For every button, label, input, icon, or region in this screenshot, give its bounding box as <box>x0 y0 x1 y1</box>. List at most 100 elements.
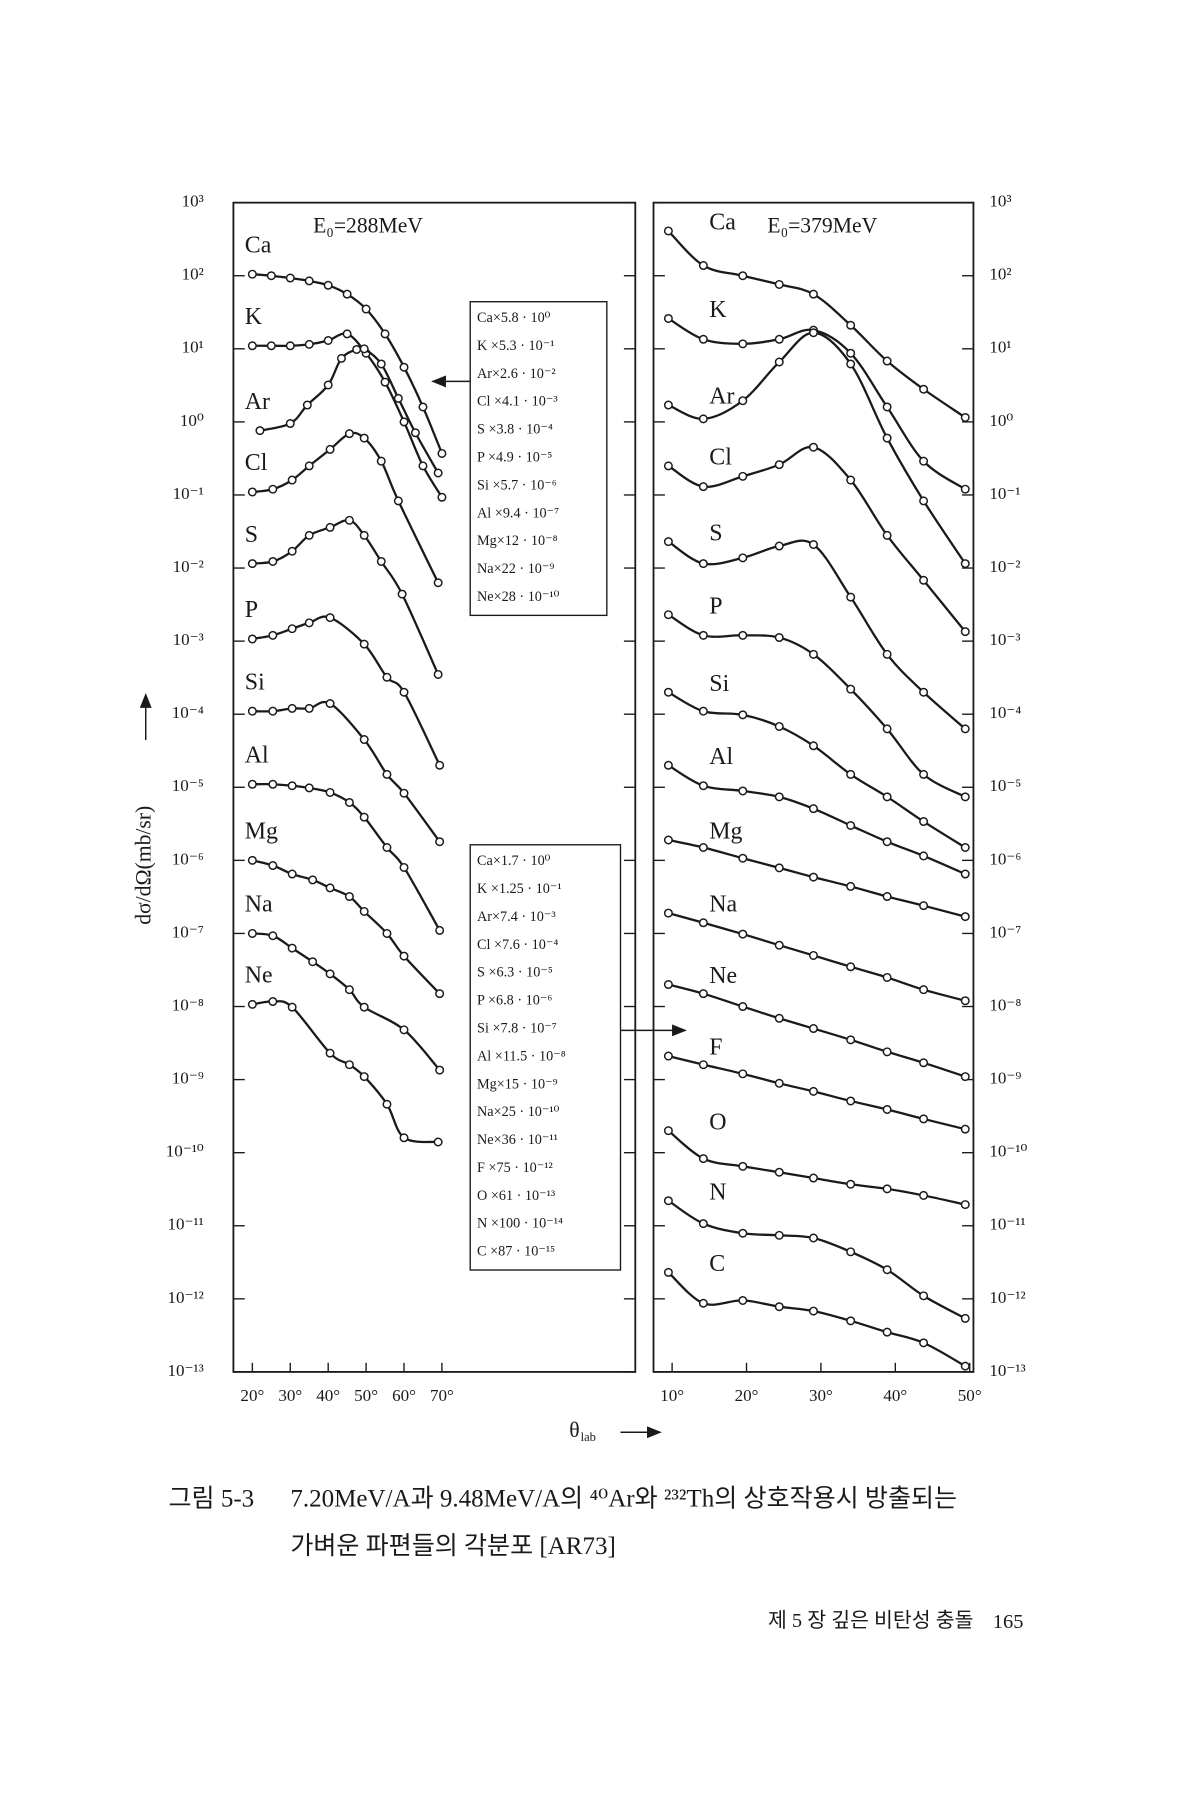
data-point <box>302 400 312 410</box>
y-tick-label: 10⁻⁹ <box>172 1069 204 1088</box>
data-point <box>323 280 333 290</box>
data-point <box>437 492 447 502</box>
data-point <box>698 482 708 492</box>
data-point <box>919 901 929 911</box>
scale-factor: Na×25 · 10⁻¹⁰ <box>477 1104 560 1120</box>
data-point <box>393 496 403 506</box>
data-point <box>846 359 856 369</box>
data-point <box>774 633 784 643</box>
x-tick-label: 10° <box>660 1386 684 1405</box>
data-point <box>960 1200 970 1210</box>
data-point <box>882 402 892 412</box>
y-tick-label: 10¹ <box>989 338 1011 357</box>
data-point <box>846 348 856 358</box>
data-point <box>380 377 390 387</box>
data-point <box>336 353 346 363</box>
data-point <box>344 797 354 807</box>
x-tick-label: 50° <box>958 1386 982 1405</box>
x-tick-label: 20° <box>735 1386 759 1405</box>
data-point <box>846 1035 856 1045</box>
data-point <box>247 559 257 569</box>
data-point <box>846 962 856 972</box>
data-point <box>325 1048 335 1058</box>
y-tick-label: 10⁻¹² <box>167 1288 203 1307</box>
scale-factor: N ×100 · 10⁻¹⁴ <box>477 1216 563 1232</box>
data-point <box>344 429 354 439</box>
data-point <box>698 989 708 999</box>
x-tick-label: 70° <box>430 1386 454 1405</box>
y-tick-label: 10⁻⁴ <box>172 703 204 722</box>
data-point <box>882 1327 892 1337</box>
data-point <box>304 618 314 628</box>
series-label: K <box>245 304 263 330</box>
data-point <box>846 1316 856 1326</box>
data-point <box>808 1233 818 1243</box>
data-point <box>919 1058 929 1068</box>
series-label: Na <box>709 892 737 918</box>
data-point <box>960 559 970 569</box>
data-point <box>919 384 929 394</box>
y-tick-label: 10¹ <box>182 338 204 357</box>
data-point <box>268 556 278 566</box>
scale-factor: K ×5.3 · 10⁻¹ <box>477 338 554 354</box>
data-point <box>919 985 929 995</box>
data-point <box>418 461 428 471</box>
data-point <box>698 918 708 928</box>
scale-factor: Na×22 · 10⁻⁹ <box>477 561 554 577</box>
series-label: Si <box>245 669 265 695</box>
y-tick-label: 10⁻⁶ <box>172 849 204 868</box>
y-tick-label: 10⁻⁶ <box>989 849 1021 868</box>
series-label: Ca <box>245 232 272 258</box>
data-point <box>287 781 297 791</box>
data-point <box>698 1219 708 1229</box>
data-point <box>738 396 748 406</box>
data-point <box>344 1060 354 1070</box>
y-tick-label: 10⁻⁸ <box>989 995 1021 1014</box>
data-point <box>304 783 314 793</box>
data-point <box>960 484 970 494</box>
data-point <box>359 433 369 443</box>
data-point <box>846 475 856 485</box>
data-point <box>344 515 354 525</box>
x-tick-label: 40° <box>883 1386 907 1405</box>
data-point <box>808 1086 818 1096</box>
data-point <box>738 553 748 563</box>
data-point <box>919 1190 929 1200</box>
data-point <box>698 261 708 271</box>
data-point <box>919 687 929 697</box>
data-point <box>919 496 929 506</box>
data-point <box>399 1133 409 1143</box>
y-tick-label: 10⁻⁷ <box>989 922 1021 941</box>
scale-factor: O ×61 · 10⁻¹³ <box>477 1188 555 1204</box>
data-point <box>960 412 970 422</box>
data-point <box>361 304 371 314</box>
data-point <box>882 530 892 540</box>
data-point <box>304 703 314 713</box>
data-point <box>325 969 335 979</box>
data-point <box>435 760 445 770</box>
data-point <box>882 649 892 659</box>
data-point <box>247 855 257 865</box>
series-label: S <box>245 522 258 548</box>
data-point <box>774 279 784 289</box>
data-point <box>285 419 295 429</box>
data-point <box>308 875 318 885</box>
data-point <box>399 1025 409 1035</box>
data-point <box>919 1338 929 1348</box>
x-axis-label-sub: lab <box>581 1430 596 1444</box>
y-tick-label: 10² <box>182 265 204 284</box>
scale-factor-box <box>469 301 608 617</box>
scale-factor: Ca×1.7 · 10⁰ <box>477 853 551 869</box>
series-label: Al <box>709 744 733 770</box>
data-point <box>698 414 708 424</box>
y-tick-label: 10⁻¹ <box>173 484 204 503</box>
data-point <box>285 273 295 283</box>
y-tick-label: 10³ <box>182 192 204 211</box>
y-tick-label: 10⁻¹³ <box>167 1361 203 1380</box>
scale-factor: K ×1.25 · 10⁻¹ <box>477 881 562 897</box>
data-point <box>247 706 257 716</box>
data-point <box>399 862 409 872</box>
data-point <box>774 792 784 802</box>
series-line <box>252 431 440 584</box>
data-point <box>960 1361 970 1371</box>
